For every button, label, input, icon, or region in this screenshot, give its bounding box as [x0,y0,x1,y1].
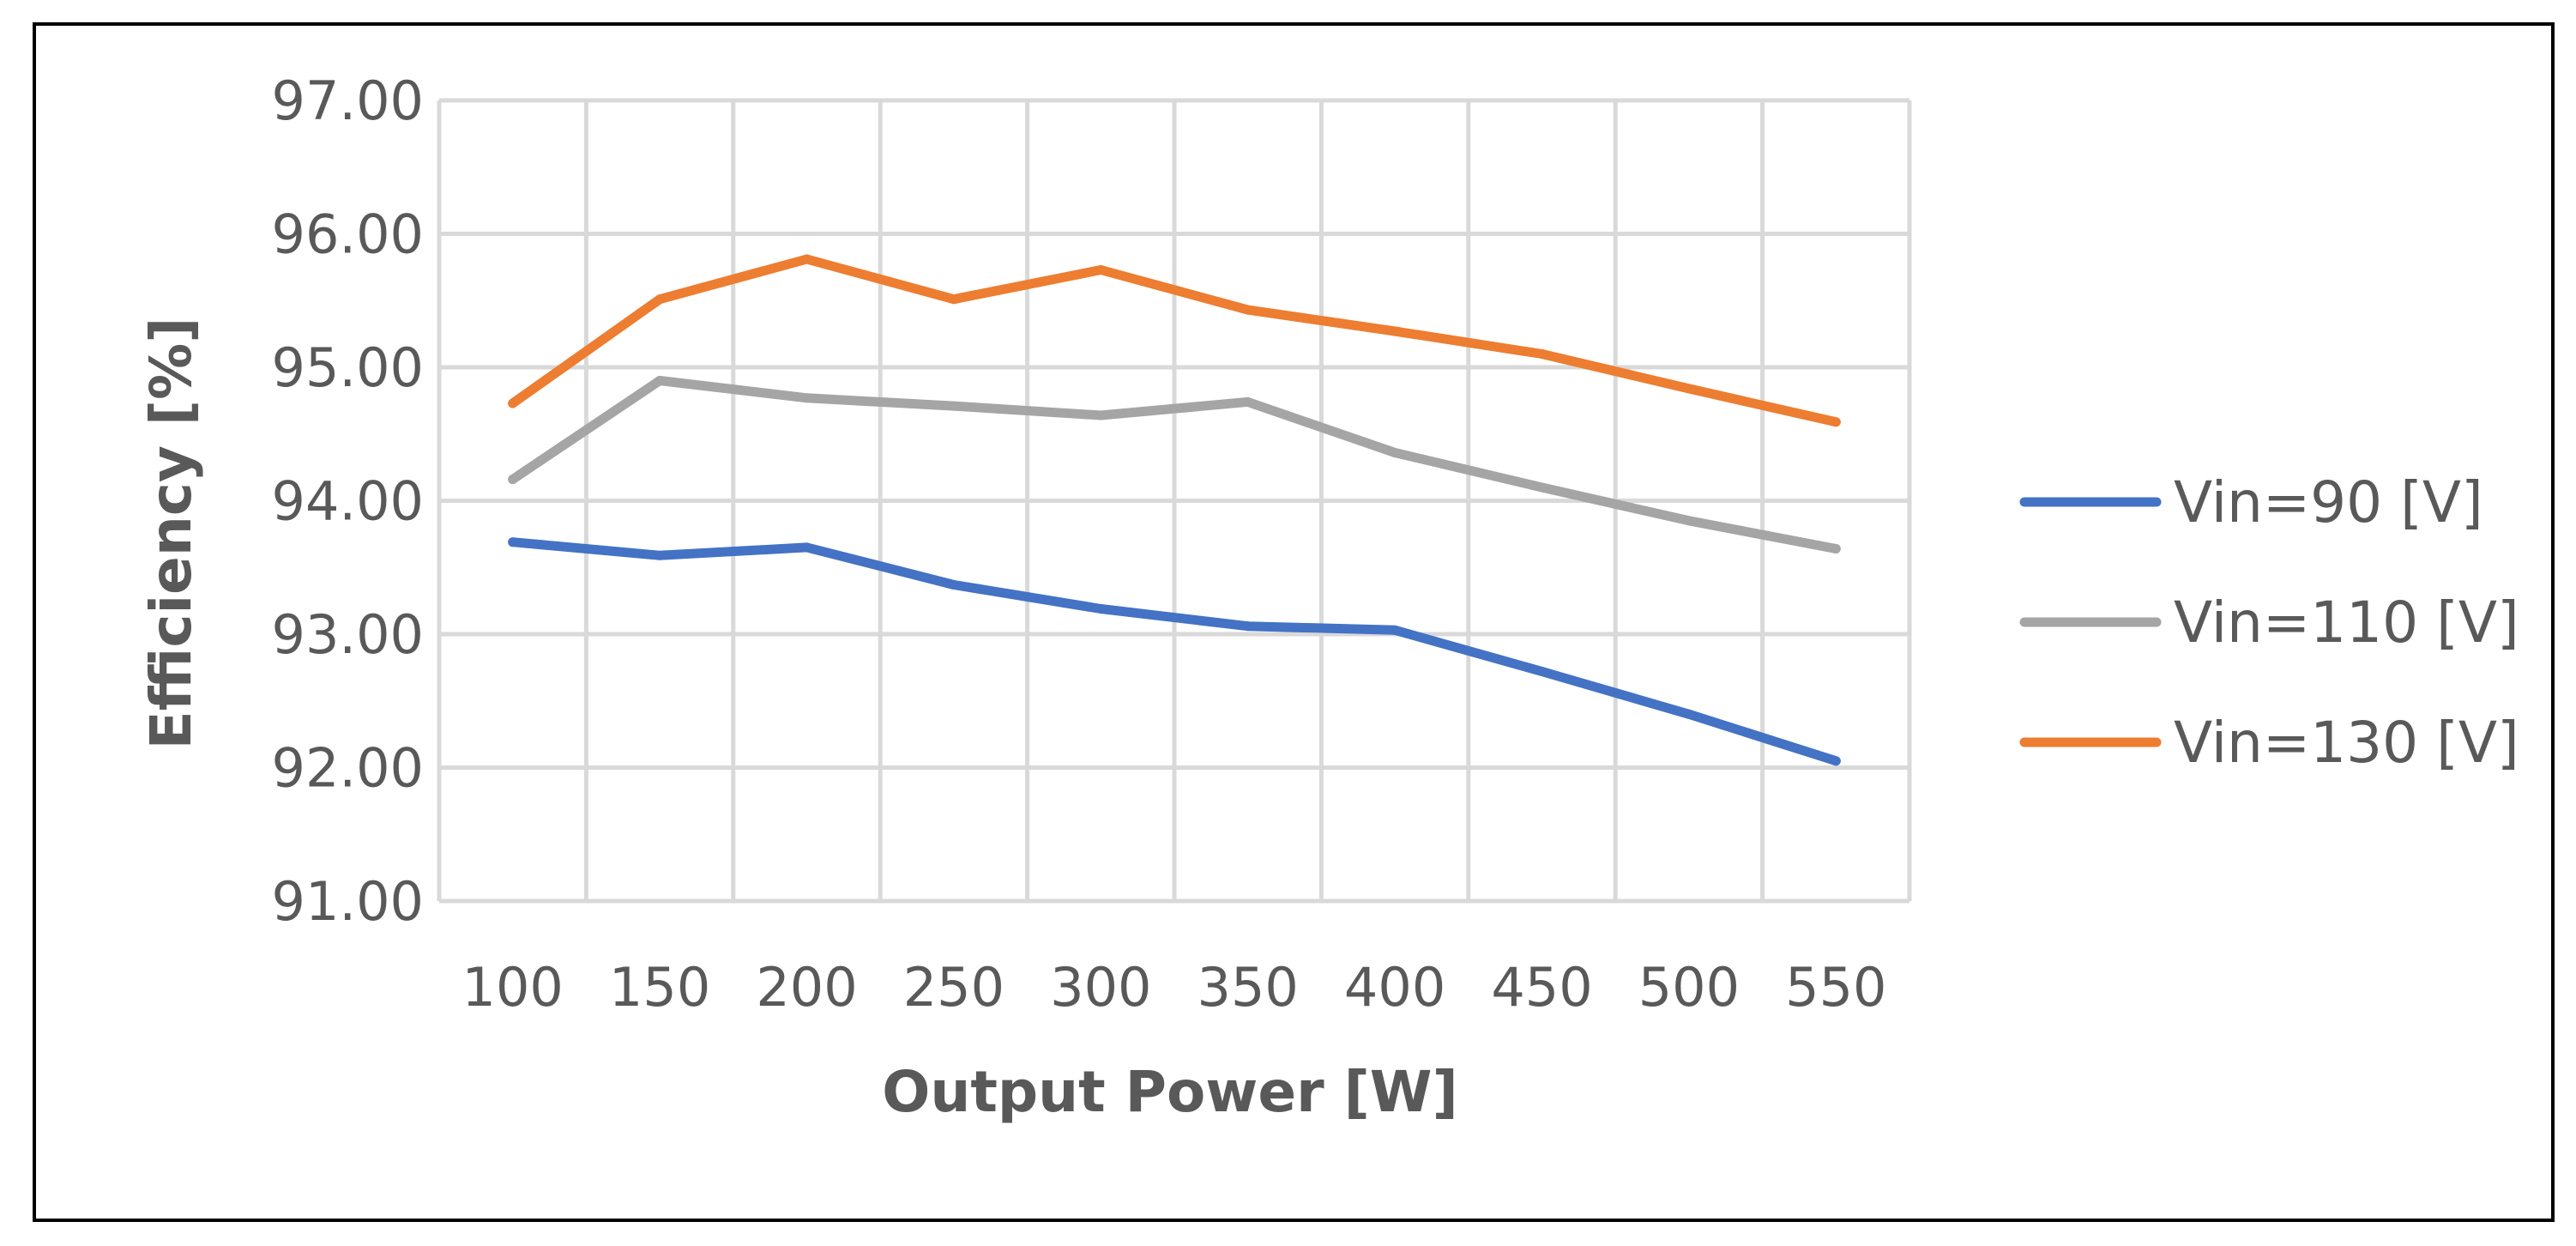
x-tick-label-3: 250 [903,956,1004,1019]
series-1-point-8 [1684,516,1694,526]
legend-label-2: Vin=130 [V] [2174,710,2519,776]
series-2-point-3 [949,294,959,305]
series-2-point-4 [1095,264,1106,275]
series-1-point-6 [1390,448,1400,458]
series-2-point-0 [508,398,518,408]
legend-label-0: Vin=90 [V] [2174,469,2483,535]
x-tick-label-1: 150 [609,956,710,1019]
series-0-point-5 [1243,621,1253,632]
series-line-1 [508,376,1841,553]
series-2-point-6 [1390,326,1400,336]
gridlines [437,98,1912,904]
legend-label-1: Vin=110 [V] [2174,590,2519,656]
x-tick-label-2: 200 [756,956,857,1019]
series-1-point-0 [508,475,518,485]
series-0-point-8 [1684,709,1694,719]
series-1-point-7 [1537,482,1547,493]
series-0-point-9 [1831,756,1841,766]
series-1-point-3 [949,401,959,411]
series-0-point-4 [1095,603,1106,614]
series-2-point-9 [1831,417,1841,427]
y-axis-tick-labels: 91.00 92.00 93.00 94.00 95.00 96.00 97.00 [272,70,425,933]
x-tick-label-7: 450 [1491,956,1592,1019]
series-1-point-2 [802,393,811,403]
x-tick-label-6: 400 [1344,956,1445,1019]
y-tick-label-6: 97.00 [272,70,425,132]
series-0-point-6 [1390,625,1400,635]
x-tick-label-9: 550 [1785,956,1886,1019]
y-tick-label-2: 93.00 [272,603,425,666]
x-tick-label-0: 100 [462,956,564,1019]
series-2-point-2 [802,254,811,264]
series-2-point-1 [655,294,665,305]
x-tick-label-8: 500 [1638,956,1740,1019]
series-lines [508,254,1841,766]
series-2-point-5 [1243,305,1253,315]
y-tick-label-3: 94.00 [272,470,425,533]
series-0-point-7 [1537,667,1547,677]
y-tick-label-4: 95.00 [272,336,425,399]
legend: Vin=90 [V] Vin=110 [V] Vin=130 [V] [2019,469,2519,776]
y-axis-title: Efficiency [%] [138,318,204,750]
x-axis-tick-labels: 100 150 200 250 300 350 400 450 500 550 [462,956,1887,1019]
y-tick-label-5: 96.00 [272,203,425,266]
series-0-point-0 [508,537,518,547]
series-line-2 [508,254,1841,427]
series-0-point-2 [802,542,811,553]
series-2-point-8 [1684,384,1694,394]
series-0-point-3 [949,579,959,590]
y-tick-label-0: 91.00 [272,870,425,933]
series-1-point-5 [1243,396,1253,407]
series-1-point-1 [655,376,665,386]
series-1-point-9 [1831,543,1841,553]
series-2-point-7 [1537,348,1547,359]
x-axis-title: Output Power [W] [882,1059,1458,1125]
x-tick-label-4: 300 [1050,956,1151,1019]
x-tick-label-5: 350 [1198,956,1299,1019]
series-0-point-1 [655,550,665,560]
series-1-point-4 [1095,410,1106,420]
series-line-0 [508,537,1841,766]
y-tick-label-1: 92.00 [272,737,425,800]
